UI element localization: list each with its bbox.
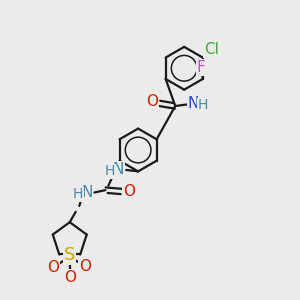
Text: O: O <box>146 94 158 110</box>
Text: F: F <box>197 60 206 75</box>
Text: O: O <box>123 184 135 199</box>
Text: N: N <box>113 162 124 177</box>
Text: H: H <box>105 164 115 178</box>
Text: H: H <box>73 187 83 201</box>
Text: O: O <box>64 270 76 285</box>
Text: N: N <box>81 185 92 200</box>
Text: N: N <box>188 95 199 110</box>
Text: Cl: Cl <box>204 42 219 57</box>
Text: O: O <box>79 259 91 274</box>
Text: S: S <box>64 246 75 264</box>
Text: O: O <box>47 260 59 275</box>
Text: H: H <box>197 98 208 112</box>
